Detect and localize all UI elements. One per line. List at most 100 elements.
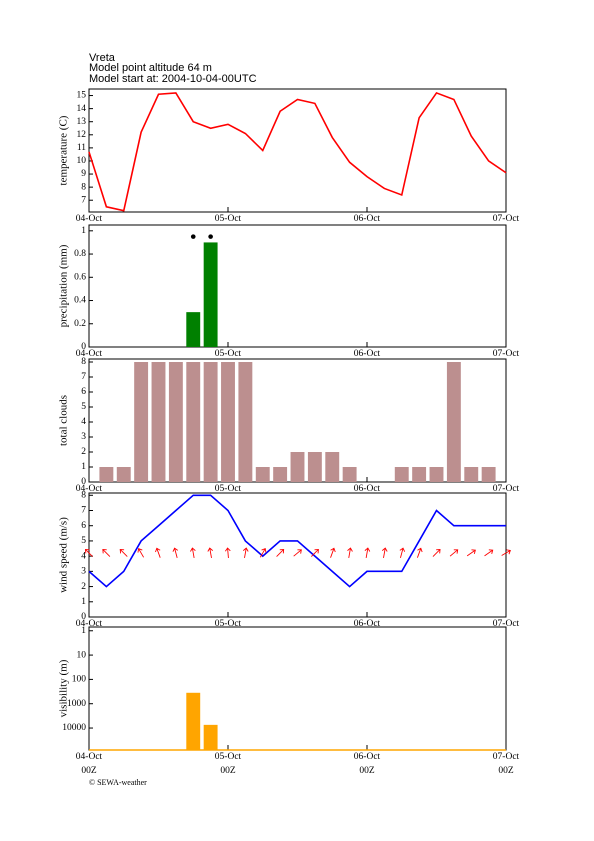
y-tick-label: 4	[81, 551, 86, 561]
bar	[116, 467, 131, 482]
y-tick-label: 0.2	[74, 319, 86, 329]
wind-arrow	[119, 548, 128, 557]
y-tick-label: 1	[81, 226, 86, 236]
y-tick-label: 8	[81, 357, 86, 367]
wind-arrow	[330, 547, 336, 558]
arrow-shape	[449, 549, 459, 557]
y-tick-label: 1	[81, 597, 86, 607]
arrow-shape	[381, 547, 388, 559]
plot-frame	[88, 492, 507, 618]
wind-arrow	[259, 548, 267, 558]
y-tick-label: 5	[81, 402, 86, 412]
y-tick-label: 1000	[67, 699, 86, 709]
wind-arrow	[155, 547, 161, 558]
bar	[203, 724, 218, 750]
x-tick-label: 05-Oct	[215, 752, 242, 762]
station-name: Vreta	[89, 52, 116, 64]
arrow-shape	[364, 547, 371, 559]
bar	[203, 362, 218, 482]
arrow-shape	[347, 547, 353, 559]
plot-frame	[88, 626, 507, 751]
wind-arrow	[347, 547, 353, 559]
bar	[238, 362, 253, 482]
arrow-shape	[172, 547, 179, 558]
y-tick-label: 15	[77, 91, 87, 101]
x-tick-label: 06-Oct	[354, 214, 381, 224]
plot-frame	[88, 88, 507, 213]
wind-arrow	[84, 548, 93, 557]
bar	[307, 452, 322, 482]
wind-arrow	[501, 549, 511, 556]
arrow-shape	[501, 549, 511, 556]
arrow-shape	[155, 547, 161, 558]
y-axis-label: visibility (m)	[58, 659, 70, 717]
y-tick-label: 6	[81, 387, 86, 397]
marker-dot	[208, 234, 213, 239]
bar	[99, 467, 114, 482]
y-tick-label: 7	[81, 506, 86, 516]
arrow-shape	[102, 548, 111, 557]
x-tick-label: 05-Oct	[215, 619, 242, 629]
y-tick-label: 0.8	[74, 249, 86, 259]
x-tick-label: 04-Oct	[76, 752, 103, 762]
altitude: Model point altitude 64 m	[89, 62, 212, 74]
x-hour-label: 00Z	[359, 766, 375, 776]
bar	[290, 452, 305, 482]
arrow-shape	[242, 547, 249, 559]
bar	[255, 467, 270, 482]
y-tick-label: 2	[81, 447, 86, 457]
x-tick-label: 07-Oct	[493, 619, 520, 629]
bar	[186, 312, 201, 347]
y-tick-label: 5	[81, 536, 86, 546]
wind-arrow	[466, 549, 476, 557]
bar	[273, 467, 288, 482]
arrow-shape	[432, 548, 441, 557]
arrow-shape	[293, 549, 302, 557]
arrow-shape	[259, 548, 267, 558]
wind-arrow	[102, 548, 111, 557]
arrow-shape	[416, 547, 423, 558]
data-line	[88, 91, 507, 212]
plot-frame	[88, 224, 507, 348]
x-tick-label: 05-Oct	[215, 484, 242, 494]
wind-arrow	[190, 547, 196, 559]
x-hour-label: 00Z	[81, 766, 97, 776]
arrow-shape	[484, 549, 494, 557]
bar	[412, 467, 427, 482]
arrow-shape	[119, 548, 128, 557]
bar	[464, 467, 479, 482]
x-tick-label: 05-Oct	[215, 214, 242, 224]
y-tick-label: 10	[77, 156, 87, 166]
arrow-shape	[190, 547, 196, 559]
data-line	[88, 494, 506, 588]
x-tick-label: 05-Oct	[215, 349, 242, 359]
y-tick-label: 0.4	[74, 296, 86, 306]
bar	[168, 362, 183, 482]
wind-arrow	[449, 549, 459, 557]
y-tick-label: 10000	[62, 723, 86, 733]
y-tick-label: 100	[72, 675, 87, 685]
x-tick-label: 06-Oct	[354, 752, 381, 762]
y-axis-label: total clouds	[58, 395, 70, 446]
x-tick-label: 07-Oct	[493, 214, 520, 224]
y-tick-label: 0.6	[74, 272, 86, 282]
x-hour-label: 00Z	[220, 766, 236, 776]
y-tick-label: 7	[81, 372, 86, 382]
y-tick-label: 0	[81, 477, 86, 487]
x-tick-label: 04-Oct	[76, 484, 103, 494]
wind-arrow	[484, 549, 494, 557]
wind-arrow	[276, 548, 285, 557]
bar	[221, 362, 235, 482]
y-tick-label: 7	[81, 195, 86, 205]
bar	[342, 467, 357, 482]
y-axis-label: wind speed (m/s)	[58, 517, 70, 593]
y-tick-label: 10	[77, 650, 87, 660]
y-tick-label: 13	[77, 117, 87, 127]
bar	[186, 362, 201, 482]
marker-dot	[190, 234, 196, 239]
y-tick-label: 12	[77, 130, 87, 140]
wind-arrow	[381, 547, 388, 559]
y-tick-label: 0	[81, 612, 86, 622]
arrow-shape	[330, 547, 336, 558]
